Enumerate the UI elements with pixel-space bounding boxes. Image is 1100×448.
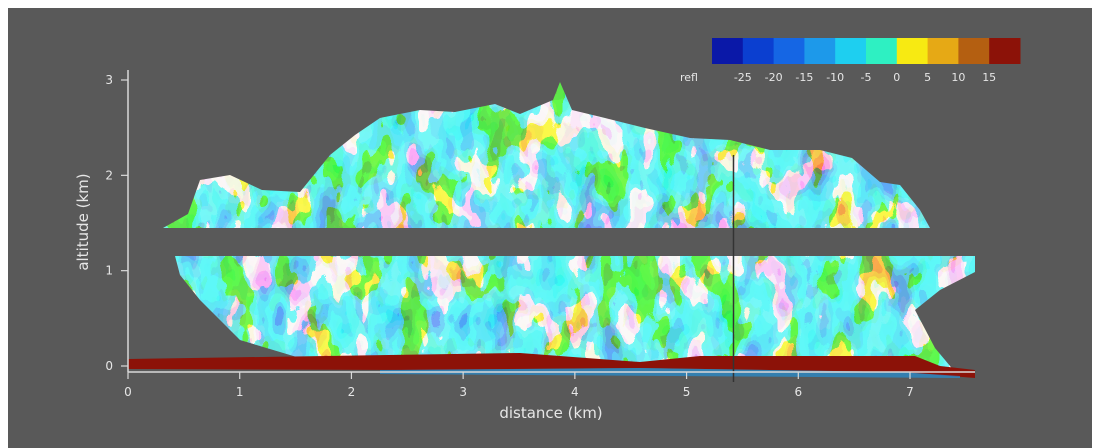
x-tick-label: 2 [348, 385, 356, 399]
colorbar-swatch [804, 38, 836, 64]
colorbar-tick-label: -20 [765, 71, 783, 84]
y-tick-label: 2 [105, 168, 113, 182]
colorbar-tick-label: 0 [893, 71, 900, 84]
colorbar-label: refl [680, 71, 698, 84]
colorbar-tick-label: -10 [826, 71, 844, 84]
colorbar-tick-label: 5 [924, 71, 931, 84]
y-tick-label: 0 [105, 359, 113, 373]
x-axis-title: distance (km) [499, 404, 602, 422]
colorbar-tick-label: 15 [982, 71, 996, 84]
colorbar-swatch [866, 38, 898, 64]
colorbar-tick-label: -15 [795, 71, 813, 84]
y-tick-label: 3 [105, 73, 113, 87]
ground-layer-edge [380, 368, 960, 378]
colorbar-ticks: -25 -20 -15 -10 -5 0 5 10 15 [734, 71, 996, 84]
colorbar-swatch [958, 38, 990, 64]
colorbar-swatch [989, 38, 1021, 64]
colorbar-swatch [742, 38, 775, 64]
colorbar-swatch [712, 38, 744, 64]
y-axis-ticks: 0 1 2 3 [105, 73, 128, 373]
colorbar-tick-label: -25 [734, 71, 752, 84]
y-axis-title: altitude (km) [74, 173, 92, 270]
x-axis-ticks: 0 1 2 3 4 5 6 7 [124, 372, 914, 399]
y-tick-label: 1 [105, 264, 113, 278]
colorbar-swatch [773, 38, 805, 64]
reflectivity-field-lower [175, 256, 975, 372]
x-tick-label: 0 [124, 385, 132, 399]
colorbar-swatch [927, 38, 959, 64]
x-tick-label: 1 [236, 385, 244, 399]
x-tick-label: 7 [906, 385, 914, 399]
x-tick-label: 6 [794, 385, 802, 399]
x-tick-label: 3 [459, 385, 467, 399]
x-tick-label: 4 [571, 385, 579, 399]
colorbar-tick-label: 10 [951, 71, 965, 84]
ground-layer [128, 353, 975, 378]
colorbar-swatch [835, 38, 867, 64]
x-tick-label: 5 [683, 385, 691, 399]
colorbar [712, 38, 1021, 64]
colorbar-swatch [896, 38, 929, 64]
colorbar-tick-label: -5 [861, 71, 872, 84]
